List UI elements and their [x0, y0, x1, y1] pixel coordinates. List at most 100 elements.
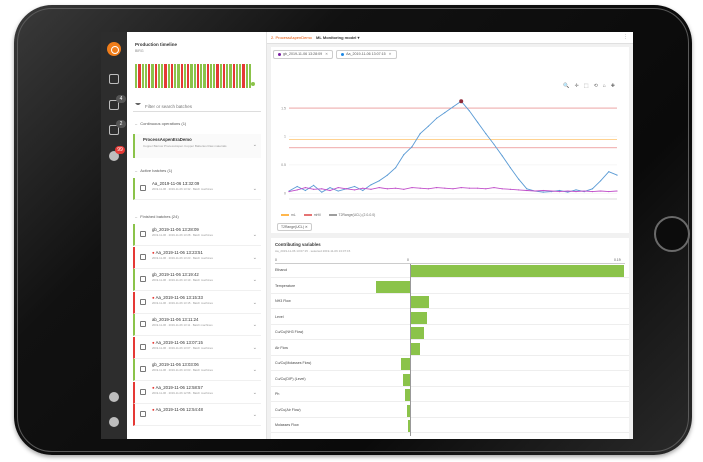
models-icon[interactable]: [109, 125, 119, 135]
zoom-icon[interactable]: 🔍: [563, 83, 570, 89]
batch-row[interactable]: ●Aa_2019-11-06 13:07:15 2019-11-06 · 2019…: [133, 336, 261, 359]
chevron-down-icon[interactable]: ⌄: [252, 277, 257, 283]
home-reset-icon[interactable]: ⌂: [602, 83, 606, 89]
autoscale-icon[interactable]: ✚: [610, 83, 615, 89]
batch-row[interactable]: gb_2019-11-06 13:19:42 2019-11-06 · 2019-…: [133, 269, 261, 291]
batch-checkbox[interactable]: [140, 231, 146, 237]
pan-icon[interactable]: ✛: [574, 83, 579, 89]
timeline-segment[interactable]: [148, 64, 151, 88]
limit-tag-chip[interactable]: T2Range(UCL) ✕: [277, 223, 312, 231]
batch-row[interactable]: gb_2019-11-06 13:28:09 2019-11-06 · 2019-…: [133, 224, 261, 246]
batch-checkbox[interactable]: [140, 298, 146, 305]
timeline-segment[interactable]: [144, 64, 147, 88]
active-section-header[interactable]: – Active batches (1): [135, 168, 172, 173]
timeline-segment[interactable]: [196, 64, 199, 88]
variable-row[interactable]: NH3 Flow: [271, 295, 629, 309]
timeline-segment[interactable]: [235, 64, 238, 88]
contribution-bar[interactable]: [405, 389, 410, 401]
batch-row[interactable]: Aa_2019-11-06 13:32:09 2019-11-06 · 2019-…: [133, 178, 261, 200]
timeline-segment[interactable]: [232, 64, 235, 88]
chevron-down-icon[interactable]: ⌄: [252, 299, 257, 306]
chevron-down-icon[interactable]: ⌄: [252, 186, 257, 192]
timeline-segment[interactable]: [190, 64, 193, 88]
batch-checkbox[interactable]: [140, 388, 146, 395]
variable-row[interactable]: Cu/Cu(NH3 Flow): [271, 326, 629, 340]
chevron-down-icon[interactable]: ⌄: [252, 322, 257, 328]
timeline-segment[interactable]: [226, 64, 229, 88]
user-icon[interactable]: [109, 417, 119, 427]
batch-row[interactable]: ●Aa_2019-11-06 13:23:51 2019-11-06 · 2019…: [133, 246, 261, 269]
timeline-segment[interactable]: [161, 64, 164, 88]
batch-checkbox[interactable]: [140, 343, 146, 350]
timeline-segment[interactable]: [167, 64, 170, 88]
variable-row[interactable]: Ethanol: [271, 264, 629, 278]
batch-checkbox[interactable]: [140, 253, 146, 260]
box-select-icon[interactable]: ⬚: [583, 83, 589, 89]
variable-row[interactable]: Level: [271, 311, 629, 325]
timeline-segment[interactable]: [164, 64, 167, 88]
timeline-segment[interactable]: [157, 64, 160, 88]
contribution-bar[interactable]: [410, 327, 424, 339]
timeline-segment[interactable]: [170, 64, 173, 88]
batch-checkbox[interactable]: [140, 321, 146, 327]
timeline-segment[interactable]: [245, 64, 248, 88]
timeline-segment[interactable]: [183, 64, 186, 88]
close-icon[interactable]: ✕: [388, 52, 392, 56]
legend-item[interactable]: T2Range(UCL) (2.0-0.0): [328, 213, 375, 217]
breadcrumb-process[interactable]: 2. ProcessAspenDemo: [271, 35, 312, 40]
timeline-segment[interactable]: [229, 64, 232, 88]
production-timeline[interactable]: [135, 64, 251, 88]
chevron-down-icon[interactable]: ⌄: [252, 389, 257, 396]
contribution-bar[interactable]: [400, 358, 410, 370]
timeline-segment[interactable]: [219, 64, 222, 88]
contribution-bar[interactable]: [403, 373, 410, 386]
variable-row[interactable]: Air Flow: [271, 342, 629, 356]
more-menu-icon[interactable]: ⋮: [623, 34, 628, 40]
variable-row[interactable]: Ph: [271, 388, 629, 402]
timeline-segment[interactable]: [187, 64, 190, 88]
contribution-bar[interactable]: [410, 342, 421, 355]
continuous-operation-card[interactable]: ProcessAspenEraDemo Copper Barrow Proces…: [133, 134, 261, 158]
finished-section-header[interactable]: – Finished batches (24): [135, 214, 179, 219]
timeline-segment[interactable]: [141, 64, 144, 88]
app-logo-icon[interactable]: [107, 42, 121, 56]
timeline-segment[interactable]: [216, 64, 219, 88]
chevron-down-icon[interactable]: ⌄: [252, 344, 257, 351]
timeline-segment[interactable]: [222, 64, 225, 88]
batch-row[interactable]: ab_2019-11-06 13:11:24 2019-11-06 · 2019-…: [133, 314, 261, 336]
batches-icon[interactable]: [109, 100, 119, 110]
timeline-segment[interactable]: [200, 64, 203, 88]
timeline-segment[interactable]: [151, 64, 154, 88]
home-button[interactable]: [654, 216, 690, 252]
timeline-segment[interactable]: [206, 64, 209, 88]
timeline-segment[interactable]: [177, 64, 180, 88]
chevron-down-icon[interactable]: ⌄: [252, 254, 257, 261]
batch-checkbox[interactable]: [140, 185, 146, 191]
timeline-segment[interactable]: [138, 64, 141, 88]
legend-item[interactable]: mL: [281, 213, 296, 217]
chevron-down-icon[interactable]: ⌄: [252, 412, 257, 418]
batch-chip[interactable]: gb_2019-11-06 13:28:09 ✕: [273, 50, 334, 59]
contribution-bar[interactable]: [406, 404, 410, 417]
batch-checkbox[interactable]: [140, 366, 146, 372]
batch-row[interactable]: ●Aa_2019-11-06 12:58:57 2019-11-06 · 2019…: [133, 381, 261, 404]
timeline-segment[interactable]: [193, 64, 196, 88]
timeline-segment[interactable]: [209, 64, 212, 88]
variable-row[interactable]: Temperature: [271, 280, 629, 294]
breadcrumb-model-dropdown[interactable]: ML Monitoring model ▾: [316, 35, 360, 40]
chevron-down-icon[interactable]: ⌄: [252, 142, 257, 148]
chevron-down-icon[interactable]: ⌄: [252, 367, 257, 373]
chevron-down-icon[interactable]: ⌄: [252, 232, 257, 238]
help-icon[interactable]: [109, 392, 119, 402]
contribution-bar[interactable]: [410, 311, 427, 324]
close-icon[interactable]: ✕: [325, 52, 329, 56]
contribution-bar[interactable]: [376, 280, 410, 293]
variable-row[interactable]: Molasses Flow: [271, 419, 629, 433]
continuous-section-header[interactable]: – Continuous operations (1): [135, 121, 186, 126]
dashboard-icon[interactable]: [109, 74, 119, 84]
alarms-icon[interactable]: [109, 151, 119, 161]
variable-row[interactable]: Cu/Cu(Molasses Flow): [271, 357, 629, 371]
contribution-bar[interactable]: [410, 265, 624, 277]
filter-input[interactable]: [145, 103, 255, 110]
batch-row[interactable]: ●Aa_2019-11-06 12:54:48 ⌄: [133, 404, 261, 426]
